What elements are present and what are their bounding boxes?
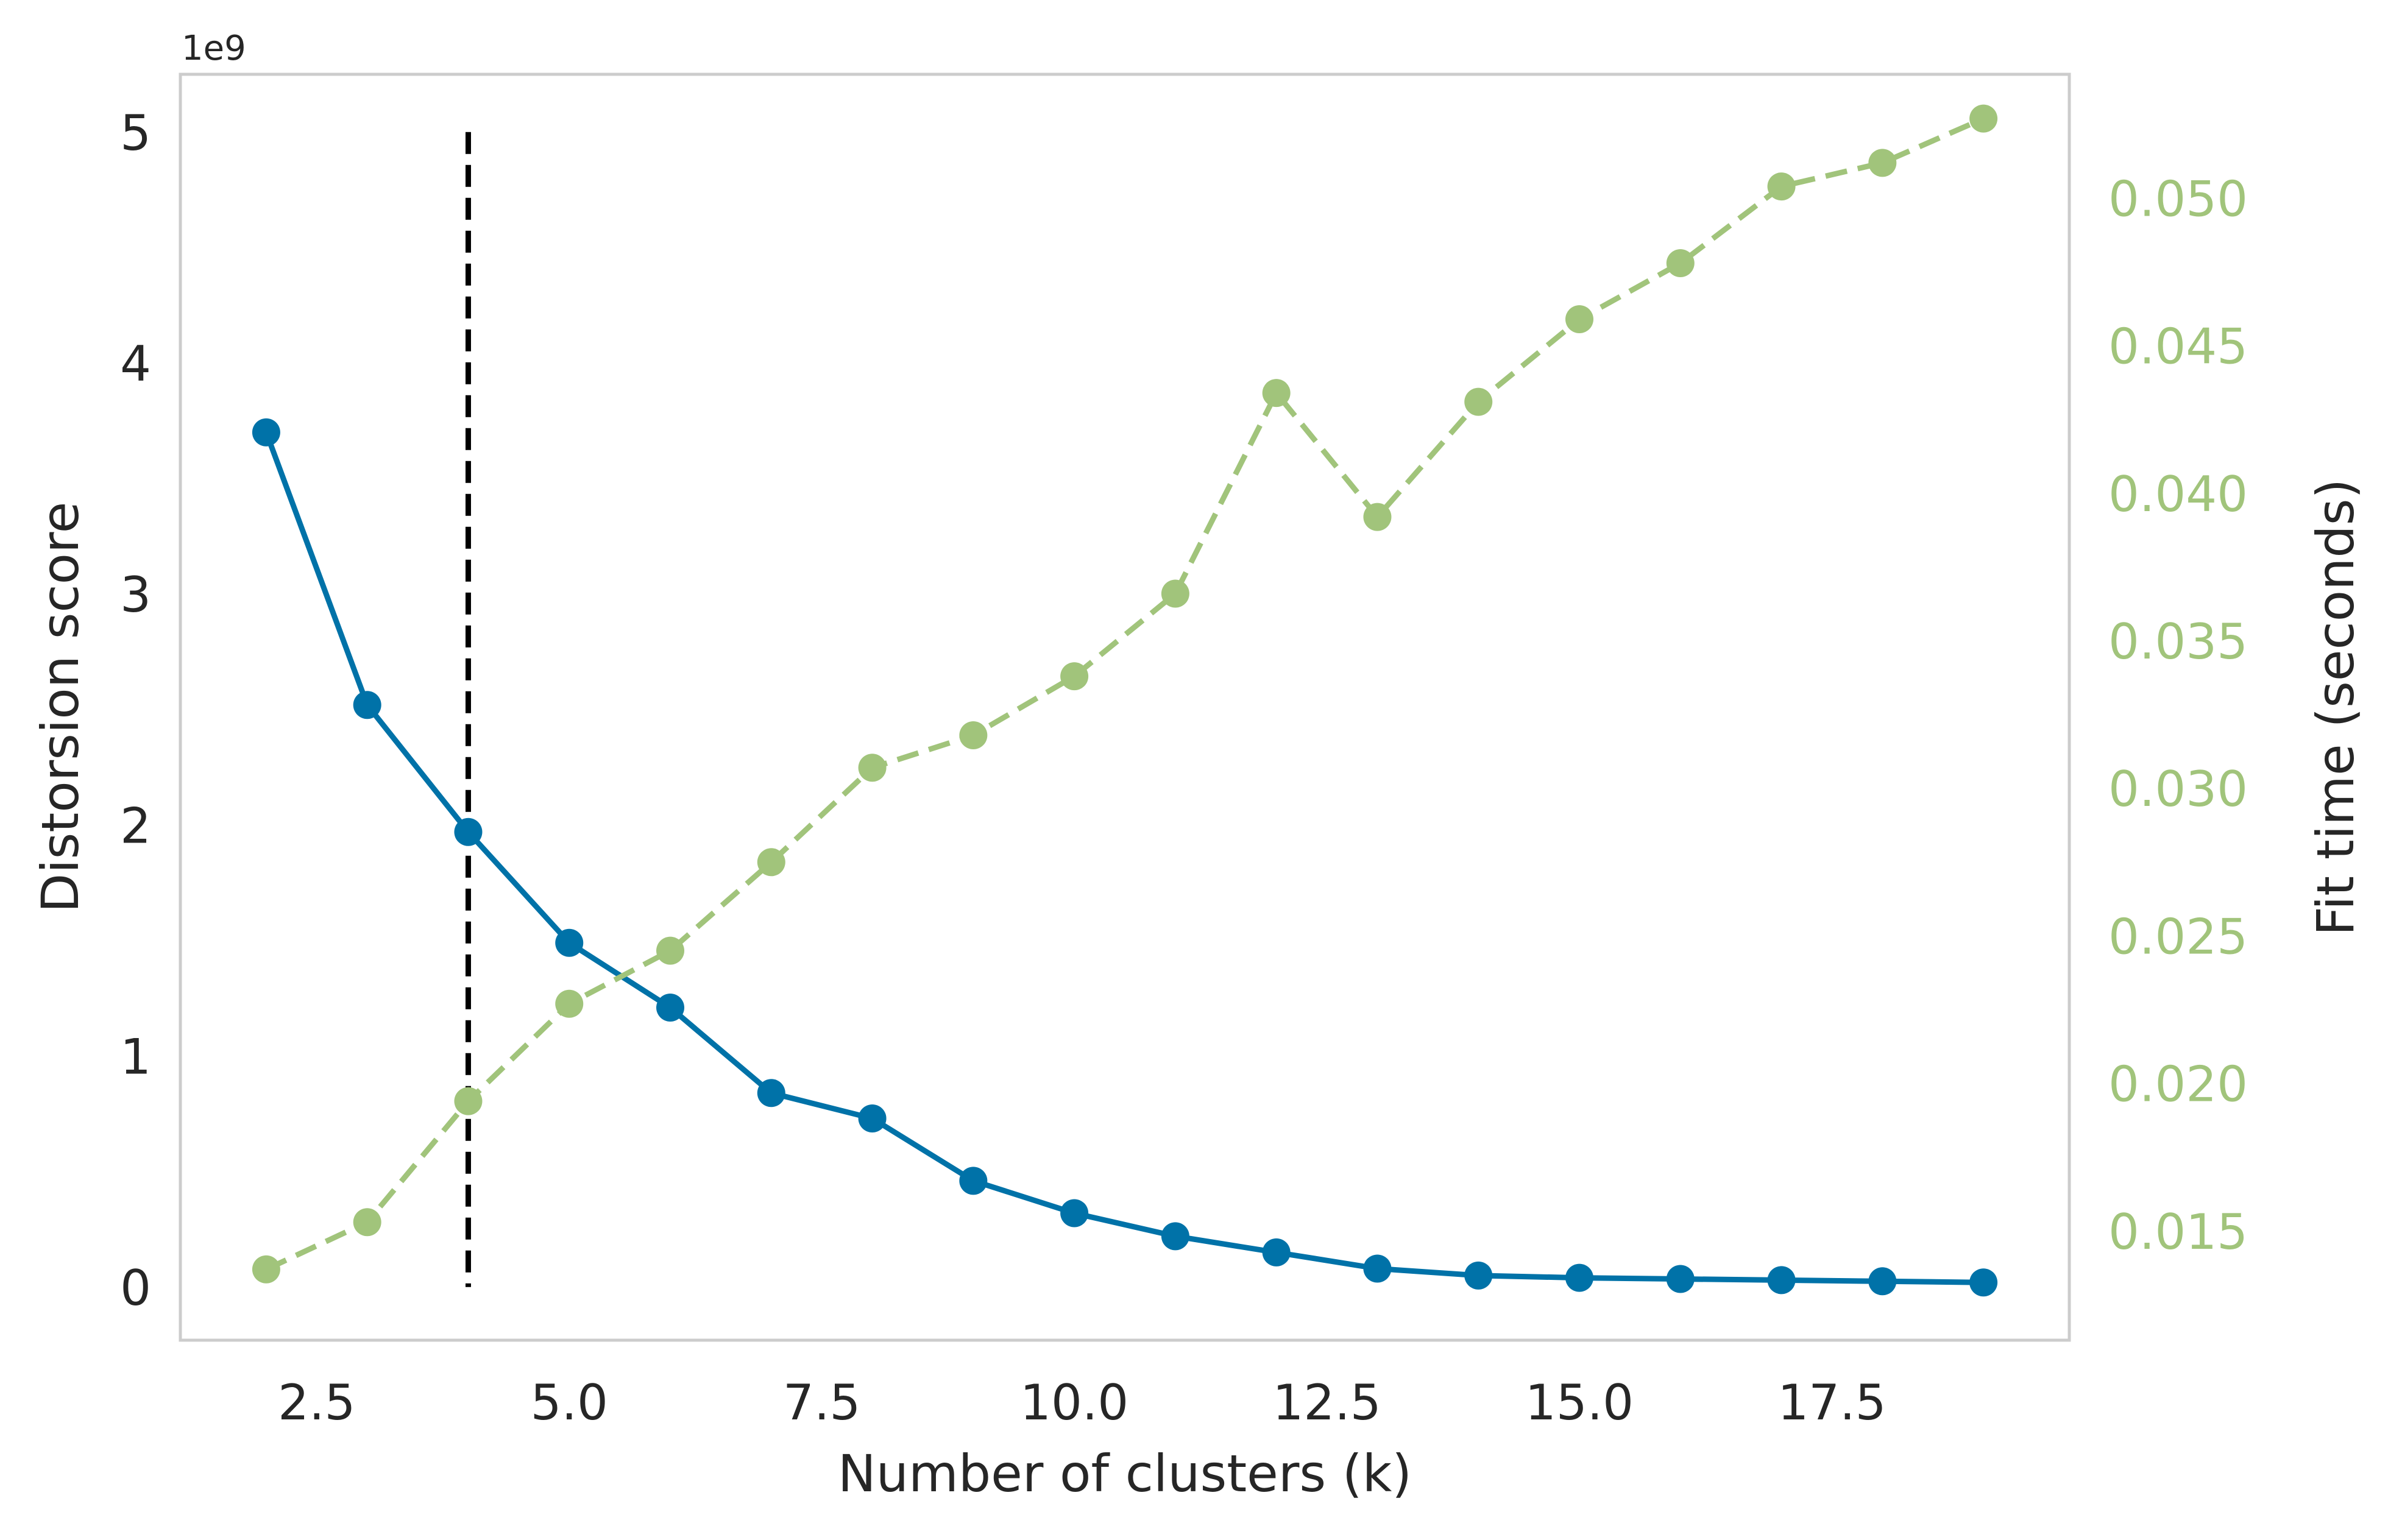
x-tick-label: 5.0	[531, 1374, 608, 1431]
fit-time-point	[1464, 387, 1493, 416]
distortion-point	[1666, 1265, 1695, 1293]
distortion-point	[252, 418, 280, 447]
x-axis-ticks: 2.5 5.0 7.5 10.0 12.5 15.0 17.5	[278, 1374, 1886, 1431]
distortion-point	[1868, 1267, 1897, 1296]
right-y-tick-label: 0.050	[2108, 171, 2248, 227]
right-y-tick-label: 0.015	[2108, 1204, 2248, 1260]
x-tick-label: 2.5	[278, 1374, 355, 1431]
distortion-point	[353, 691, 381, 719]
distortion-point	[1363, 1254, 1392, 1283]
distortion-point	[1767, 1266, 1796, 1295]
fit-time-point	[1060, 662, 1089, 691]
right-y-tick-label: 0.030	[2108, 761, 2248, 818]
distortion-point	[1464, 1261, 1493, 1290]
fit-time-point	[858, 754, 887, 782]
right-y-tick-label: 0.045	[2108, 319, 2248, 375]
y-tick-label: 4	[120, 336, 151, 392]
fit-time-point	[757, 848, 785, 877]
fit-time-point	[555, 989, 584, 1018]
distortion-point	[959, 1167, 988, 1195]
fit-time-point	[656, 936, 685, 965]
left-axis-ticks: 0 1 2 3 4 5	[120, 105, 151, 1316]
fit-time-point	[1767, 172, 1796, 201]
fit-time-point	[353, 1208, 381, 1237]
distortion-point	[1262, 1238, 1291, 1266]
distortion-point	[1161, 1222, 1189, 1251]
right-axis-ticks: 0.015 0.020 0.025 0.030 0.035 0.040 0.045 0.050	[2108, 171, 2248, 1260]
distortion-point	[858, 1104, 887, 1132]
distortion-point	[1565, 1263, 1593, 1292]
y-offset-text: 1e9	[182, 29, 246, 68]
fit-time-point	[454, 1087, 483, 1115]
distortion-point	[1969, 1268, 1998, 1297]
x-tick-label: 10.0	[1020, 1374, 1128, 1431]
right-y-tick-label: 0.025	[2108, 908, 2248, 965]
right-y-tick-label: 0.035	[2108, 613, 2248, 670]
fit-time-point	[1868, 149, 1897, 177]
fit-time-point	[252, 1255, 280, 1284]
y-axis-label: Distorsion score	[30, 502, 90, 913]
x-tick-label: 15.0	[1525, 1374, 1634, 1431]
right-y-tick-label: 0.040	[2108, 466, 2248, 523]
fit-time-point	[1161, 579, 1189, 608]
right-y-axis-label: Fit time (seconds)	[2306, 479, 2365, 936]
fit-time-point	[959, 721, 988, 750]
x-axis-label: Number of clusters (k)	[838, 1444, 1412, 1503]
y-tick-label: 1	[120, 1029, 151, 1086]
fit-time-series-line	[265, 116, 1985, 1272]
distortion-point	[454, 818, 483, 846]
x-tick-label: 17.5	[1777, 1374, 1886, 1431]
distortion-point	[555, 928, 584, 957]
distortion-series-line	[263, 431, 1984, 1285]
y-tick-label: 5	[120, 105, 151, 161]
distortion-point	[757, 1079, 785, 1107]
plot-area	[179, 72, 2071, 1342]
distortion-point	[1060, 1199, 1089, 1227]
y-tick-label: 2	[120, 797, 151, 854]
y-tick-label: 3	[120, 567, 151, 623]
fit-time-point	[1565, 305, 1593, 334]
series-layer	[252, 104, 1998, 1297]
x-tick-label: 7.5	[783, 1374, 860, 1431]
fit-time-point	[1262, 379, 1291, 408]
right-y-tick-label: 0.020	[2108, 1056, 2248, 1113]
y-tick-label: 0	[120, 1260, 151, 1316]
x-tick-label: 12.5	[1272, 1374, 1381, 1431]
fit-time-point	[1666, 249, 1695, 278]
fit-time-point	[1969, 104, 1998, 133]
distortion-point	[656, 993, 685, 1022]
fit-time-point	[1363, 503, 1392, 531]
